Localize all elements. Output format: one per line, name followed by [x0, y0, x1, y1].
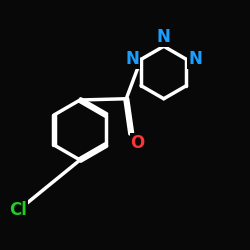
Text: N: N: [125, 50, 139, 68]
Text: N: N: [188, 50, 202, 68]
Text: Cl: Cl: [9, 201, 27, 219]
Text: N: N: [157, 28, 171, 46]
Text: O: O: [130, 134, 144, 152]
